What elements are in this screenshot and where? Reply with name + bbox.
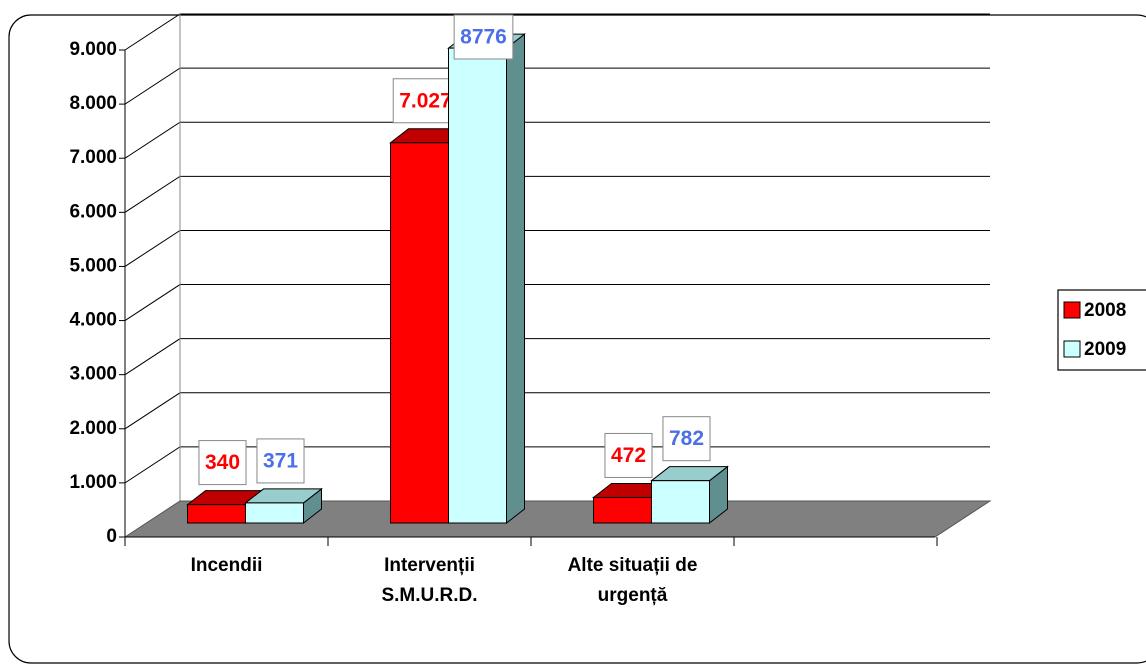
grid [124, 13, 990, 484]
y-tick-label: 6.000 [69, 201, 117, 222]
bar-front [245, 502, 304, 524]
bar [650, 465, 729, 525]
y-tick-label: 8.000 [69, 93, 117, 114]
legend-label: 2009 [1084, 339, 1126, 360]
legend: 2008 2009 [1057, 289, 1146, 371]
bar-front [448, 47, 507, 524]
grid-line [124, 175, 990, 213]
grid-line [124, 229, 990, 267]
y-tick-label: 9.000 [69, 39, 117, 60]
bar-side [506, 33, 525, 525]
data-label-box [662, 416, 711, 462]
data-label-box [392, 78, 459, 124]
data-label: 472 [611, 444, 646, 467]
grid-line [124, 446, 990, 484]
bar-front [187, 504, 246, 524]
y-tick-label: 2.000 [69, 418, 117, 439]
grid-line [124, 121, 990, 159]
data-label: 8776 [460, 26, 507, 49]
x-tick-label: Intervenții S.M.U.R.D. [381, 555, 478, 606]
grid-line [124, 67, 990, 105]
bar [244, 487, 323, 525]
data-label: 371 [263, 449, 298, 472]
bar-front [651, 480, 710, 524]
x-tick-label: Incendii [190, 555, 263, 576]
legend-label: 2008 [1084, 300, 1126, 321]
bar-front [593, 496, 652, 524]
grid-line [124, 338, 990, 376]
y-tick-label: 1.000 [69, 472, 117, 493]
data-label-box [453, 14, 514, 60]
grid-line [124, 392, 990, 430]
y-tick-label: 3.000 [69, 364, 117, 385]
y-tick-label: 7.000 [69, 147, 117, 168]
data-label-box [256, 438, 305, 484]
bar-front [390, 142, 449, 524]
data-label: 782 [669, 427, 704, 450]
data-label-box [604, 432, 653, 478]
legend-swatch [1063, 340, 1081, 358]
grid-line [124, 284, 990, 321]
y-tick-label: 0 [106, 526, 117, 547]
bar [447, 33, 526, 525]
y-tick-label: 4.000 [69, 310, 117, 331]
chart-frame [8, 14, 1146, 664]
grid-line [124, 13, 990, 51]
legend-swatch [1063, 301, 1081, 319]
x-tick-label: Alte situații de urgență [567, 555, 698, 606]
data-label: 7.027 [399, 89, 452, 112]
data-label-box [198, 440, 247, 486]
data-label: 340 [205, 451, 240, 474]
y-tick-label: 5.000 [69, 255, 117, 276]
